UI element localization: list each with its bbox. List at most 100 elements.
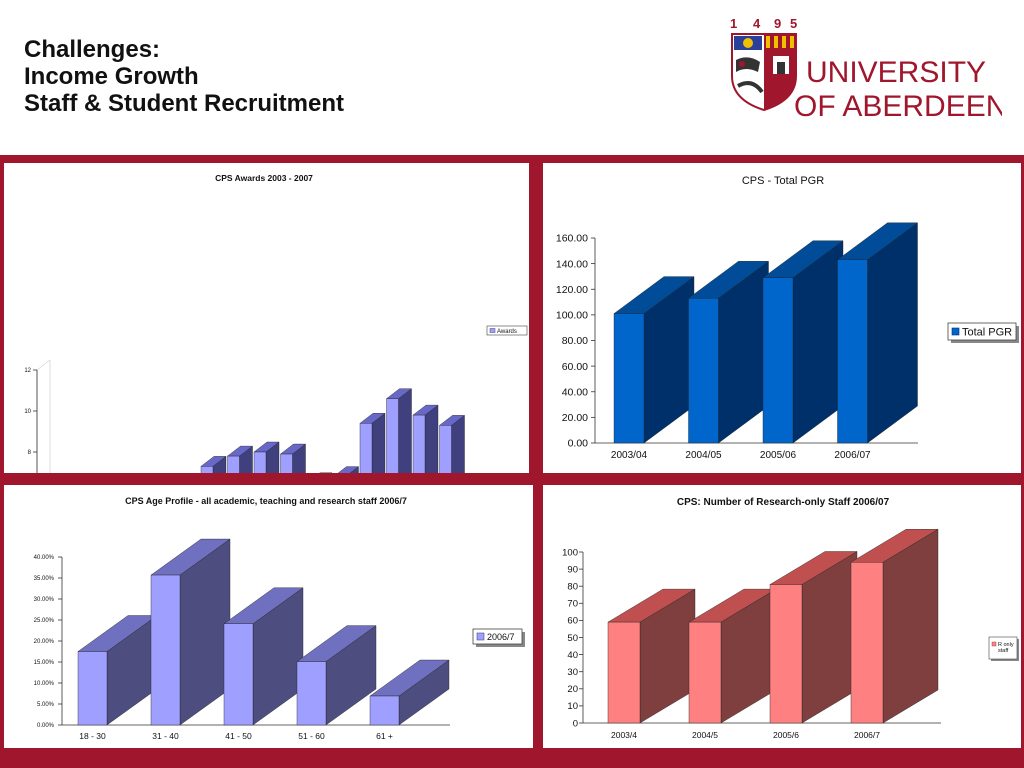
chart-research: CPS: Number of Research-only Staff 2006/… xyxy=(562,497,1019,740)
y-tick-label: 10.00% xyxy=(34,681,55,687)
x-tick-label: 41 - 50 xyxy=(225,731,252,741)
slide-title-line: Challenges: xyxy=(24,36,161,63)
legend-label: Total PGR xyxy=(962,327,1012,339)
y-tick-label: 70 xyxy=(567,599,578,610)
bar xyxy=(850,562,884,724)
plot-area: 024681012Jul 03Oct 03Jan 04Apr 04Jul 04O… xyxy=(24,359,466,473)
chart-panel-pgr: CPS - Total PGR 0.00 20.00 40.00 60.00 80.00… xyxy=(543,163,1021,473)
slide-title: Challenges: Income Growth Staff & Studen… xyxy=(24,36,344,117)
legend-swatch xyxy=(476,632,485,641)
y-tick-label: 15.00% xyxy=(34,660,55,666)
legend-label-part: staff xyxy=(998,648,1009,654)
chart-awards: CPS Awards 2003 - 2007 024681012Jul 03Oc… xyxy=(24,173,528,473)
y-tick-label: 30 xyxy=(567,667,578,678)
legend-label: R only staff xyxy=(998,642,1014,654)
bar xyxy=(200,466,214,473)
bar xyxy=(223,623,254,726)
y-tick-label: 20 xyxy=(567,684,578,695)
chart-title: CPS Awards 2003 - 2007 xyxy=(215,173,313,183)
y-tick-label: 40.00 xyxy=(562,386,588,398)
y-tick-label: 20.00 xyxy=(562,412,588,424)
bar xyxy=(386,398,399,473)
bar-side xyxy=(882,528,939,724)
bar xyxy=(77,651,108,726)
bar-side xyxy=(398,388,412,473)
y-tick-label: 40.00% xyxy=(34,555,55,561)
logo-year-digit: 9 xyxy=(774,16,781,31)
x-tick-label: 51 - 60 xyxy=(298,731,325,741)
x-tick-label: 2003/04 xyxy=(611,450,648,461)
y-tick-label: 30.00% xyxy=(34,597,55,603)
x-tick-label: 2003/4 xyxy=(611,730,637,740)
y-tick-label: 40 xyxy=(567,650,578,661)
slide-title-line: Staff & Student Recruitment xyxy=(24,90,345,117)
y-tick-label: 10 xyxy=(24,409,31,415)
y-tick-label: 90 xyxy=(567,564,578,575)
bar xyxy=(439,425,452,473)
bar-top xyxy=(337,466,360,473)
bar xyxy=(762,277,794,444)
x-tick-label: 61 + xyxy=(376,731,393,741)
x-tick-label: 2006/07 xyxy=(834,450,871,461)
y-tick-label: 60.00 xyxy=(562,361,588,373)
x-tick-label: 31 - 40 xyxy=(152,731,179,741)
logo-year-digit: 1 xyxy=(730,16,737,31)
bar xyxy=(607,621,641,724)
y-tick-label: 12 xyxy=(24,368,31,374)
chart-title: CPS: Number of Research-only Staff 2006/… xyxy=(677,497,890,508)
legend-box xyxy=(472,628,523,645)
logo-name-line2: OF ABERDEEN xyxy=(794,90,1002,123)
logo-year: 1 4 9 5 xyxy=(730,16,797,31)
bar xyxy=(412,414,426,473)
legend: R only staff xyxy=(988,636,1019,661)
slide-title-line: Income Growth xyxy=(24,63,199,90)
x-tick-label: 2004/5 xyxy=(692,730,718,740)
legend-box xyxy=(947,322,1017,341)
y-tick-label: 120.00 xyxy=(556,284,588,296)
bar xyxy=(359,423,373,473)
legend-box xyxy=(486,325,528,336)
bar xyxy=(613,313,645,444)
y-tick-label: 160.00 xyxy=(556,233,588,245)
y-tick-label: 0 xyxy=(573,718,578,729)
plot-area: 0 10 20 30 40 50 60 70 80 90 100 2003/4 2004/5 2005/6… xyxy=(562,528,941,740)
x-tick-label: 2004/05 xyxy=(685,450,722,461)
x-tick-label: 2005/6 xyxy=(773,730,799,740)
y-tick-label: 0.00% xyxy=(37,723,55,729)
y-tick-label: 25.00% xyxy=(34,618,55,624)
x-tick-label: 2006/7 xyxy=(854,730,880,740)
legend-swatch xyxy=(489,328,496,333)
legend: Total PGR xyxy=(947,322,1019,343)
chart-panel-awards: CPS Awards 2003 - 2007 024681012Jul 03Oc… xyxy=(4,163,529,473)
y-tick-label: 60 xyxy=(567,616,578,627)
y-tick-label: 80 xyxy=(567,582,578,593)
chart-title: CPS - Total PGR xyxy=(742,175,824,187)
back-wall xyxy=(36,359,51,473)
bar xyxy=(688,298,719,444)
bar-side xyxy=(371,412,386,473)
x-tick-label: 2005/06 xyxy=(760,450,797,461)
bar xyxy=(369,695,400,726)
legend: Awards xyxy=(486,325,528,336)
legend-swatch xyxy=(991,641,997,647)
bar xyxy=(227,455,240,473)
chart-age: CPS Age Profile - all academic, teaching… xyxy=(34,496,525,741)
logo-name-line1: UNIVERSITY xyxy=(806,56,986,89)
bar-side xyxy=(424,404,439,473)
bar xyxy=(296,661,327,726)
bar xyxy=(150,574,181,726)
bar-side xyxy=(867,222,918,444)
y-tick-label: 140.00 xyxy=(556,258,588,270)
chart-pgr: CPS - Total PGR 0.00 20.00 40.00 60.00 80.00… xyxy=(556,175,1019,461)
logo-year-digit: 4 xyxy=(753,16,761,31)
bar xyxy=(253,451,267,473)
bar xyxy=(837,259,868,444)
y-tick-label: 10 xyxy=(567,701,578,712)
y-tick-label: 50 xyxy=(567,633,578,644)
legend-label: 2006/7 xyxy=(487,632,515,642)
y-tick-label: 100.00 xyxy=(556,310,588,322)
y-tick-label: 5.00% xyxy=(37,702,55,708)
y-tick-label: 100 xyxy=(562,547,578,558)
bar xyxy=(280,453,293,473)
y-tick-label: 80.00 xyxy=(562,335,588,347)
